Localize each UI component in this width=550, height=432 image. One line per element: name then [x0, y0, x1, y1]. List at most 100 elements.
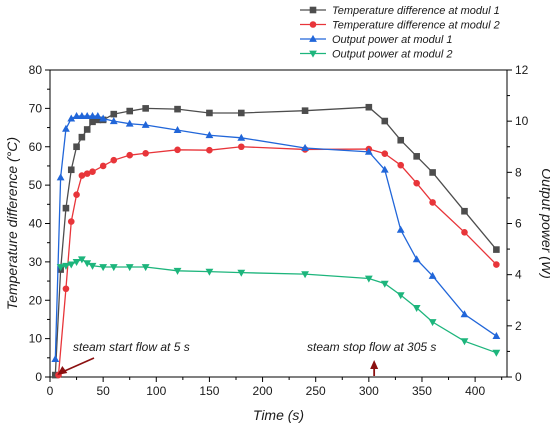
x-axis: 0 50 100 150 200 250 300 350 400	[47, 377, 503, 398]
data-point-circle	[397, 161, 405, 169]
legend: Temperature difference at modul 1 Tempera…	[300, 5, 500, 61]
data-point-triangle-up	[492, 331, 501, 339]
series-line	[54, 106, 497, 376]
data-point-square	[67, 166, 75, 174]
legend-item-2: Temperature difference at modul 2	[300, 20, 500, 32]
annotation-arrow-head	[57, 366, 68, 375]
y-left-tick-label: 20	[29, 293, 43, 307]
data-point-triangle-up	[237, 133, 246, 141]
data-point-triangle-down	[301, 271, 309, 279]
x-tick-label: 200	[253, 384, 273, 398]
data-point-triangle-down	[99, 264, 108, 272]
data-point-triangle-up	[380, 165, 389, 173]
y-right-tick-label: 8	[515, 165, 522, 179]
data-point-circle	[67, 218, 75, 225]
y-left-tick-label: 10	[29, 332, 43, 346]
data-point-square	[365, 103, 373, 111]
data-point-triangle-down	[396, 292, 405, 300]
data-point-square	[110, 110, 118, 118]
data-point-triangle-down	[237, 269, 246, 277]
data-point-triangle-up	[125, 119, 134, 127]
x-tick-label: 300	[359, 384, 379, 398]
annotation-arrow-head	[370, 360, 379, 369]
y-right-tick-label: 4	[515, 268, 522, 282]
y-right-tick-label: 10	[515, 114, 529, 128]
data-point-square	[142, 105, 149, 112]
data-point-triangle-up	[205, 131, 214, 139]
data-point-triangle-up	[301, 143, 309, 151]
data-point-square	[94, 116, 102, 124]
data-point-triangle-down	[492, 349, 501, 357]
data-point-triangle-up	[460, 310, 469, 318]
data-point-triangle-down	[309, 50, 317, 58]
data-point-square	[73, 143, 80, 151]
data-point-square	[301, 107, 309, 114]
data-point-triangle-up	[109, 117, 118, 125]
data-point-square	[493, 246, 500, 253]
data-point-square	[309, 6, 317, 14]
data-point-triangle-down	[72, 258, 81, 266]
y-right-tick-label: 2	[515, 319, 522, 333]
annotation-text: steam stop flow at 305 s	[307, 340, 436, 354]
data-point-triangle-down	[62, 262, 70, 270]
y-left-tick-label: 50	[29, 178, 43, 192]
data-point-triangle-down	[109, 264, 118, 272]
data-point-triangle-down	[56, 264, 65, 272]
data-point-circle	[493, 261, 500, 268]
annotation-arrow-shaft	[61, 357, 95, 373]
annotation-steam-start: steam start flow at 5 s	[57, 340, 190, 375]
data-point-triangle-up	[77, 111, 86, 119]
data-point-square	[89, 118, 96, 126]
data-point-square	[429, 169, 436, 176]
series-1	[52, 103, 500, 379]
series-4	[56, 256, 501, 357]
data-point-triangle-down	[364, 275, 373, 283]
annotation-text: steam start flow at 5 s	[73, 340, 190, 354]
data-point-circle	[142, 149, 149, 157]
data-point-square	[238, 109, 245, 117]
data-point-triangle-down	[205, 268, 214, 276]
x-tick-label: 100	[146, 384, 166, 398]
legend-item-3: Output power at modul 1	[300, 34, 452, 46]
data-point-triangle-up	[173, 126, 182, 134]
x-tick-label: 250	[306, 384, 326, 398]
y-left-tick-label: 0	[35, 370, 42, 384]
series-layer	[51, 103, 501, 379]
plot-frame	[49, 69, 508, 378]
legend-item-1: Temperature difference at modul 1	[300, 5, 500, 17]
data-point-circle	[429, 199, 436, 206]
x-tick-label: 150	[199, 384, 219, 398]
y-right-axis-title: Output power (W)	[539, 168, 550, 278]
data-point-square	[413, 153, 420, 160]
y-left-axis: 0 10 20 30 40 50 60 70 80	[29, 63, 50, 384]
data-point-circle	[83, 170, 91, 177]
data-point-square	[461, 207, 468, 215]
data-point-triangle-up	[99, 114, 108, 122]
y-right-tick-label: 6	[515, 217, 522, 231]
x-tick-label: 350	[412, 384, 432, 398]
x-tick-label: 0	[47, 384, 54, 398]
data-point-square	[126, 107, 134, 115]
data-point-circle	[73, 191, 80, 199]
data-point-circle	[99, 162, 107, 170]
data-point-triangle-down	[83, 260, 92, 268]
data-point-circle	[126, 151, 134, 159]
legend-label: Output power at modul 2	[332, 49, 452, 61]
data-point-circle	[309, 21, 317, 28]
data-point-triangle-down	[428, 319, 437, 327]
y-right-tick-label: 0	[515, 370, 522, 384]
y-right-tick-label: 12	[515, 63, 529, 77]
data-point-triangle-down	[67, 261, 76, 269]
legend-label: Output power at modul 1	[332, 34, 452, 46]
data-point-square	[397, 136, 405, 144]
data-point-triangle-up	[93, 111, 102, 119]
data-point-triangle-up	[51, 354, 60, 362]
data-point-triangle-up	[141, 120, 150, 128]
annotation-steam-stop: steam stop flow at 305 s	[307, 340, 436, 376]
y-left-tick-label: 70	[29, 101, 43, 115]
data-point-circle	[174, 146, 181, 154]
data-point-triangle-down	[460, 338, 469, 346]
data-point-circle	[206, 146, 213, 154]
data-point-triangle-down	[88, 262, 97, 270]
data-point-triangle-up	[62, 124, 70, 132]
